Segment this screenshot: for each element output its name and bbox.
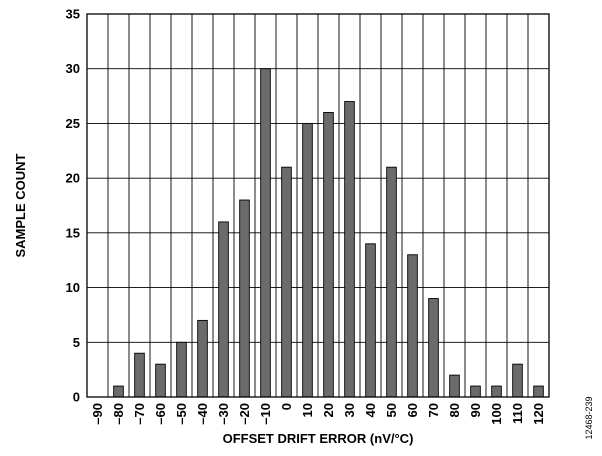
y-tick-label: 10 bbox=[66, 280, 80, 295]
y-tick-labels: 0 5 10 15 20 25 30 35 bbox=[66, 7, 80, 405]
x-tick-label: –90 bbox=[90, 403, 105, 425]
x-tick-label: 80 bbox=[447, 403, 462, 417]
x-tick-label: 90 bbox=[468, 403, 483, 417]
x-tick-label: 20 bbox=[321, 403, 336, 417]
figure-reference: 12468-239 bbox=[584, 396, 594, 439]
bar bbox=[113, 385, 124, 398]
y-tick-label: 5 bbox=[73, 335, 80, 350]
x-tick-label: –80 bbox=[111, 403, 126, 425]
bar bbox=[134, 352, 145, 398]
bar bbox=[344, 101, 355, 398]
y-tick-label: 15 bbox=[66, 225, 80, 240]
x-tick-label: 40 bbox=[363, 403, 378, 417]
y-tick-label: 0 bbox=[73, 390, 80, 405]
x-tick-label: 60 bbox=[405, 403, 420, 417]
bar bbox=[407, 254, 418, 398]
x-tick-label: 70 bbox=[426, 403, 441, 417]
bars bbox=[113, 68, 544, 398]
x-tick-label: –50 bbox=[174, 403, 189, 425]
bar bbox=[197, 319, 208, 398]
y-tick-label: 30 bbox=[66, 61, 80, 76]
bar bbox=[512, 363, 523, 398]
y-tick-label: 25 bbox=[66, 116, 80, 131]
x-axis-title: OFFSET DRIFT ERROR (nV/°C) bbox=[223, 431, 414, 446]
x-tick-label: 0 bbox=[279, 403, 294, 410]
x-tick-label: 110 bbox=[510, 403, 525, 424]
bar bbox=[239, 199, 250, 398]
x-tick-label: –20 bbox=[237, 403, 252, 425]
y-axis-title: SAMPLE COUNT bbox=[13, 153, 28, 257]
bar bbox=[533, 385, 544, 398]
x-tick-label: 120 bbox=[531, 403, 546, 425]
x-tick-label: –60 bbox=[153, 403, 168, 425]
x-tick-label: –70 bbox=[132, 403, 147, 425]
bar bbox=[260, 68, 271, 398]
y-tick-label: 35 bbox=[66, 7, 80, 22]
x-tick-label: 50 bbox=[384, 403, 399, 417]
x-tick-label: 30 bbox=[342, 403, 357, 417]
x-tick-label: –40 bbox=[195, 403, 210, 425]
bar bbox=[281, 166, 292, 398]
bar bbox=[218, 221, 229, 398]
x-tick-label: –30 bbox=[216, 403, 231, 425]
plot-frame bbox=[86, 13, 550, 398]
bar bbox=[470, 385, 481, 398]
bar bbox=[155, 363, 166, 398]
bar bbox=[386, 166, 397, 398]
x-tick-label: 10 bbox=[300, 403, 315, 417]
bar bbox=[176, 341, 187, 398]
bar bbox=[302, 122, 313, 398]
bar bbox=[365, 243, 376, 398]
bar bbox=[428, 298, 439, 398]
grid bbox=[87, 14, 549, 397]
bar bbox=[491, 385, 502, 398]
bar bbox=[449, 374, 460, 398]
bar bbox=[323, 112, 334, 398]
y-tick-label: 20 bbox=[66, 171, 80, 186]
x-tick-labels: –90 –80 –70 –60 –50 –40 –30 –20 –10 0 10 20 30 40 50 60… bbox=[90, 403, 546, 425]
x-tick-label: 100 bbox=[489, 403, 504, 425]
x-tick-label: –10 bbox=[258, 403, 273, 425]
